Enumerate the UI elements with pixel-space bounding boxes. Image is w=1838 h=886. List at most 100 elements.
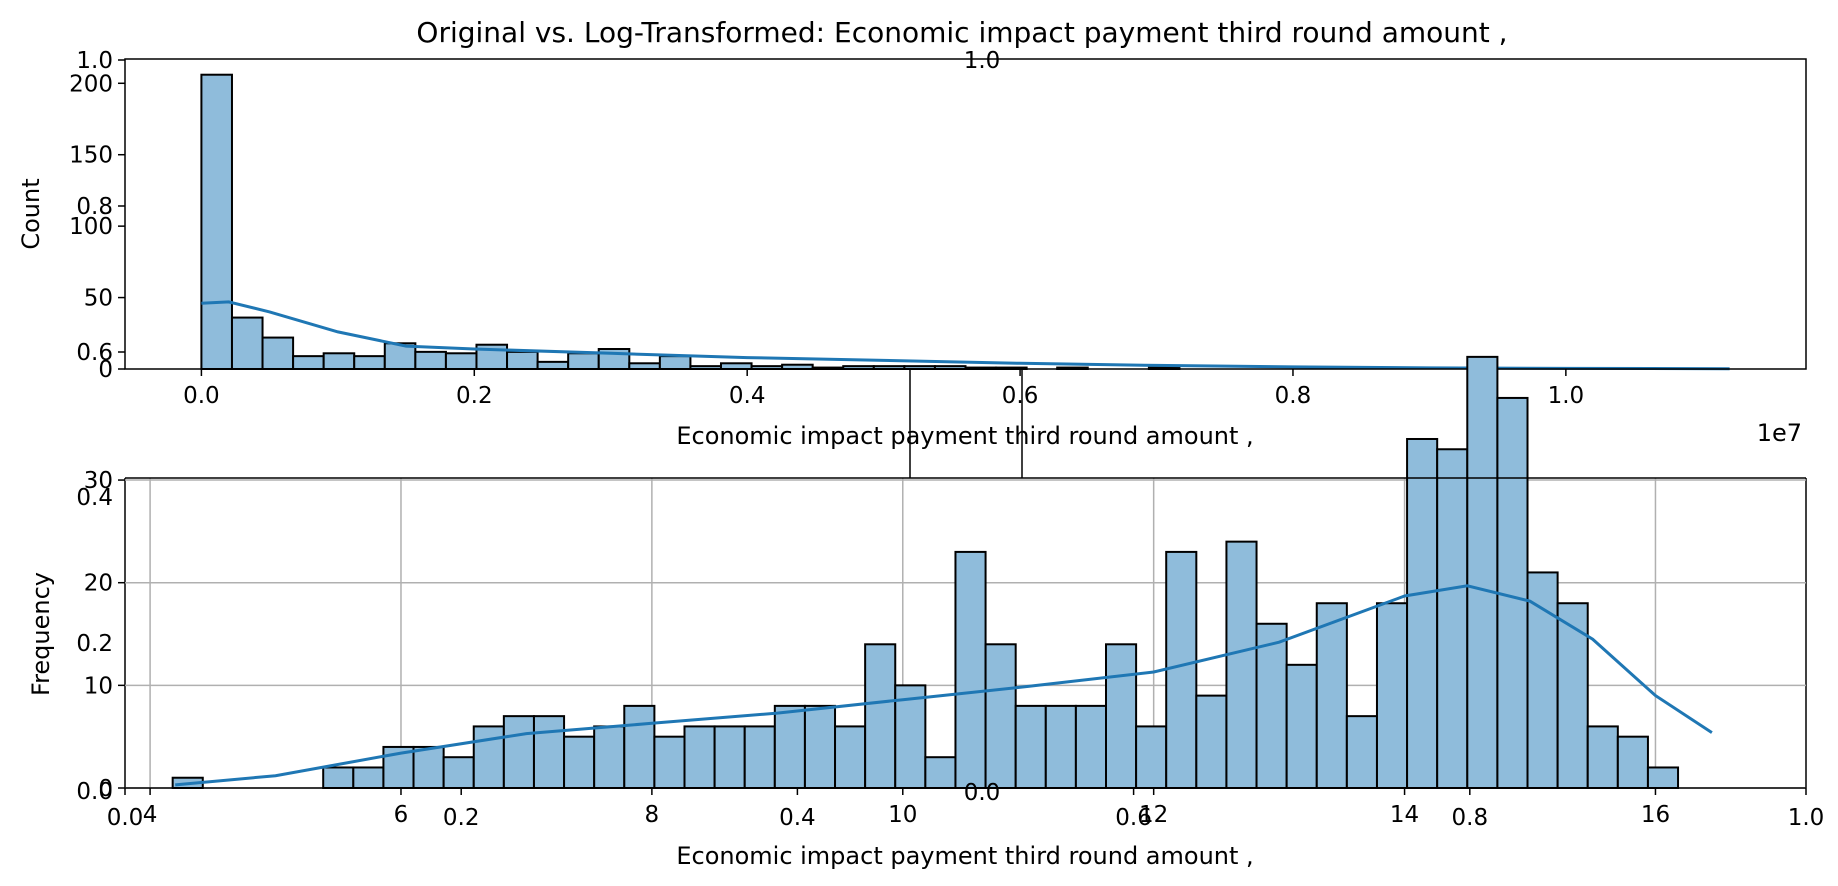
stray-bottom-tick-label: 0.4 [779, 805, 816, 831]
bottom-histogram-bar [803, 704, 837, 789]
top-x-offset-label: 1e7 [1757, 419, 1802, 447]
bottom-histogram-bar [954, 550, 987, 789]
bottom-histogram-bar [502, 715, 535, 789]
bottom-histogram-bar [773, 704, 806, 789]
bottom-histogram-bar [834, 725, 867, 789]
top-histogram-bar [567, 352, 600, 370]
bottom-histogram-bar [683, 725, 716, 789]
figure-title: Original vs. Log-Transformed: Economic i… [416, 16, 1507, 49]
bottom-y-tick-label: 20 [84, 571, 113, 597]
bottom-histogram-bar [1646, 766, 1680, 790]
top-histogram-bar [719, 362, 753, 370]
top-x-tick-label: 0.6 [1002, 383, 1039, 409]
stray-bottom-left-tick-label: 0.0 [76, 779, 113, 805]
bottom-histogram-bar [532, 715, 566, 789]
bottom-histogram-bar [1586, 725, 1619, 789]
top-histogram-bars [200, 73, 1181, 371]
inset-axes [909, 369, 1023, 478]
stray-bottom-tick-label: 0.8 [1452, 805, 1489, 831]
top-histogram-bar [230, 316, 264, 371]
stray-top-left-tick-label: 1.0 [76, 48, 113, 74]
bottom-y-tick-label: 10 [84, 673, 113, 699]
top-histogram-bar [261, 336, 295, 371]
bottom-histogram-bar [713, 725, 746, 789]
bottom-histogram-bar [623, 704, 656, 789]
bottom-histogram-bar [1165, 550, 1198, 789]
bottom-histogram-bar [1135, 725, 1168, 789]
top-histogram-bar [536, 360, 570, 371]
top-histogram-bar [506, 350, 539, 371]
top-x-axis-label: Economic impact payment third round amou… [676, 422, 1253, 450]
bottom-histogram-bar [864, 643, 897, 789]
bottom-histogram-plot: 4 6 8 10 12 14 16 0 10 20 30 Economic impact paym… [27, 355, 1806, 870]
bottom-histogram-bar [322, 766, 355, 790]
top-histogram-bar [353, 355, 386, 370]
top-x-tick-label: 0.8 [1275, 383, 1312, 409]
bottom-histogram-bar [1315, 602, 1348, 790]
top-x-tick-label: 0.4 [729, 383, 766, 409]
stray-bottom-tick-label: 0.0 [107, 805, 144, 831]
bottom-histogram-bar [1285, 663, 1318, 789]
bottom-histogram-bar [984, 643, 1017, 789]
stray-bottom-left-tick-label: 0.2 [76, 631, 113, 657]
stray-bottom-tick-label: 0.6 [1115, 805, 1152, 831]
top-x-tick-label: 0.2 [456, 383, 493, 409]
bottom-y-axis-label: Frequency [27, 572, 55, 696]
bottom-histogram-bar [1255, 622, 1288, 789]
bottom-histogram-bar [1616, 735, 1649, 789]
bottom-histogram-bar [1406, 437, 1439, 789]
stray-top-left-tick-label: 0.8 [76, 194, 113, 220]
bottom-histogram-bar [593, 725, 626, 789]
top-y-tick-label: 200 [69, 71, 113, 97]
stray-axis-ticks-top-left: 1.0 0.8 0.6 [76, 48, 125, 366]
top-plot-frame [124, 58, 1807, 370]
top-y-tick-label: 100 [69, 214, 113, 240]
stray-top-left-tick-label: 0.6 [76, 340, 113, 366]
bottom-histogram-bar [653, 735, 686, 789]
bottom-y-tick-label: 0 [98, 776, 113, 802]
stray-axis-ticks-bottom-left: 0.0 0.2 0.4 [76, 485, 113, 805]
bottom-histogram-bar [1436, 448, 1469, 789]
top-y-axis-ticks: 0 50 100 150 200 [69, 71, 125, 383]
top-x-axis-ticks: 0.0 0.2 0.4 0.6 0.8 1.0 [183, 369, 1584, 409]
bottom-x-tick-label: 6 [394, 802, 409, 828]
top-x-tick-label: 1.0 [1548, 383, 1585, 409]
stray-bottom-left-tick-label: 0.4 [76, 485, 113, 511]
top-y-tick-label: 150 [69, 143, 113, 169]
stray-bottom-tick-label: 1.0 [1788, 805, 1825, 831]
bottom-histogram-bar [743, 725, 776, 789]
top-histogram-bar [292, 355, 325, 370]
bottom-x-tick-label: 16 [1641, 802, 1670, 828]
stray-bottom-center-tick: 0.0 [964, 780, 1001, 806]
top-histogram-bar [322, 352, 356, 370]
bottom-histogram-bar [1014, 704, 1047, 789]
bottom-histogram-bar [1044, 704, 1077, 789]
bottom-histogram-bar [563, 735, 596, 789]
bottom-x-tick-label: 4 [143, 802, 158, 828]
bottom-x-axis-ticks: 4 6 8 10 12 14 16 [143, 788, 1670, 828]
bottom-histogram-bar [1345, 715, 1378, 789]
bottom-histogram-bar [1466, 355, 1499, 789]
top-y-tick-label: 50 [84, 286, 113, 312]
bottom-histogram-bar [442, 756, 475, 790]
stray-bottom-tick-label: 0.2 [443, 805, 480, 831]
bottom-histogram-bar [924, 756, 957, 790]
bottom-histogram-bar [1526, 571, 1559, 789]
top-y-axis-label: Count [17, 178, 45, 249]
bottom-histogram-bar [1074, 704, 1108, 789]
top-histogram-bar [200, 73, 233, 370]
bottom-histogram-bar [1375, 602, 1409, 790]
bottom-x-tick-label: 10 [888, 802, 917, 828]
bottom-histogram-bar [352, 766, 385, 790]
bottom-x-tick-label: 12 [1139, 802, 1168, 828]
bottom-x-axis-label: Economic impact payment third round amou… [676, 842, 1253, 870]
bottom-kde-curve [175, 584, 1713, 787]
top-histogram-bar [658, 355, 692, 370]
stray-top-center-tick: 1.0 [964, 48, 1001, 74]
bottom-histogram-bars [171, 355, 1680, 790]
bottom-y-tick-label: 30 [84, 468, 113, 494]
top-histogram-bar [444, 352, 478, 370]
top-histogram-bar [628, 362, 661, 370]
bottom-x-tick-label: 8 [645, 802, 660, 828]
